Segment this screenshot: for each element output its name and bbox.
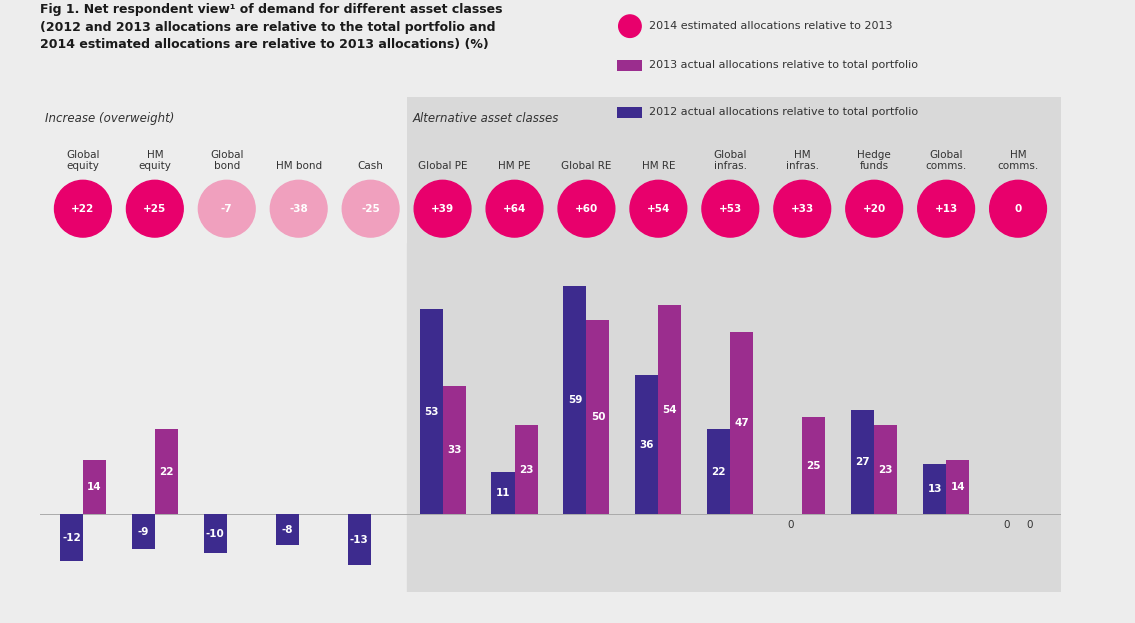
Bar: [347, 515, 371, 564]
Text: 22: 22: [712, 467, 726, 477]
Text: Hedge
funds: Hedge funds: [857, 150, 891, 171]
Bar: [154, 429, 178, 515]
Text: 33: 33: [447, 445, 461, 455]
Text: -25: -25: [361, 204, 380, 214]
Text: HM
infras.: HM infras.: [785, 150, 818, 171]
Bar: [851, 410, 874, 515]
Bar: [947, 460, 969, 515]
Text: 0: 0: [1003, 520, 1010, 530]
Bar: [40, 243, 406, 592]
Text: 23: 23: [878, 465, 893, 475]
Text: 53: 53: [423, 407, 438, 417]
Text: 13: 13: [927, 484, 942, 494]
Text: HM bond: HM bond: [276, 161, 321, 171]
Text: HM PE: HM PE: [498, 161, 531, 171]
Bar: [83, 460, 106, 515]
Text: +33: +33: [791, 204, 814, 214]
Bar: [276, 515, 299, 545]
Text: +13: +13: [934, 204, 958, 214]
Bar: [132, 515, 154, 549]
Text: +60: +60: [574, 204, 598, 214]
Text: Fig 1. Net respondent view¹ of demand for different asset classes
(2012 and 2013: Fig 1. Net respondent view¹ of demand fo…: [40, 3, 502, 51]
Bar: [420, 309, 443, 515]
Text: +25: +25: [143, 204, 167, 214]
Bar: [204, 515, 227, 553]
Text: 25: 25: [807, 461, 821, 471]
Bar: [587, 320, 609, 515]
Bar: [563, 285, 587, 515]
Bar: [658, 305, 681, 515]
Bar: [874, 425, 897, 515]
Text: -12: -12: [62, 533, 81, 543]
Text: +64: +64: [503, 204, 527, 214]
Text: 47: 47: [734, 418, 749, 428]
Text: HM
equity: HM equity: [138, 150, 171, 171]
Text: -7: -7: [221, 204, 233, 214]
Text: 2014 estimated allocations relative to 2013: 2014 estimated allocations relative to 2…: [649, 21, 893, 31]
Bar: [730, 332, 754, 515]
Text: -10: -10: [205, 529, 225, 539]
Text: 2012 actual allocations relative to total portfolio: 2012 actual allocations relative to tota…: [649, 107, 918, 117]
Bar: [60, 515, 83, 561]
Text: -13: -13: [350, 535, 369, 545]
Text: +53: +53: [718, 204, 742, 214]
Text: 14: 14: [87, 482, 102, 492]
Text: 0: 0: [1015, 204, 1022, 214]
Bar: [406, 243, 1061, 592]
Text: Global
bond: Global bond: [210, 150, 244, 171]
Text: 59: 59: [568, 395, 582, 405]
Text: Cash: Cash: [358, 161, 384, 171]
Text: -38: -38: [289, 204, 308, 214]
Text: 23: 23: [519, 465, 533, 475]
Text: 54: 54: [663, 405, 678, 415]
Text: Global PE: Global PE: [418, 161, 468, 171]
Text: +39: +39: [431, 204, 454, 214]
Text: 0: 0: [788, 520, 794, 530]
Text: HM
comms.: HM comms.: [998, 150, 1039, 171]
Text: 50: 50: [590, 412, 605, 422]
Bar: [802, 417, 825, 515]
Bar: [923, 464, 947, 515]
Text: +22: +22: [72, 204, 94, 214]
Text: 27: 27: [856, 457, 871, 467]
Text: +54: +54: [647, 204, 670, 214]
Text: 0: 0: [1026, 520, 1033, 530]
Bar: [491, 472, 514, 515]
Text: -9: -9: [137, 527, 149, 537]
Text: -8: -8: [281, 525, 293, 535]
Text: Alternative asset classes: Alternative asset classes: [412, 112, 558, 125]
Text: 11: 11: [496, 488, 511, 498]
Text: 14: 14: [950, 482, 965, 492]
Text: 2013 actual allocations relative to total portfolio: 2013 actual allocations relative to tota…: [649, 60, 918, 70]
Bar: [443, 386, 465, 515]
Text: 36: 36: [640, 440, 654, 450]
Text: Global
infras.: Global infras.: [714, 150, 747, 171]
Text: Increase (overweight): Increase (overweight): [45, 112, 175, 125]
Text: 22: 22: [159, 467, 174, 477]
Text: +20: +20: [863, 204, 885, 214]
Bar: [514, 425, 538, 515]
Text: Global
comms.: Global comms.: [925, 150, 967, 171]
Text: Global RE: Global RE: [561, 161, 612, 171]
Bar: [636, 375, 658, 515]
Text: Global
equity: Global equity: [66, 150, 100, 171]
Bar: [707, 429, 730, 515]
Text: HM RE: HM RE: [641, 161, 675, 171]
